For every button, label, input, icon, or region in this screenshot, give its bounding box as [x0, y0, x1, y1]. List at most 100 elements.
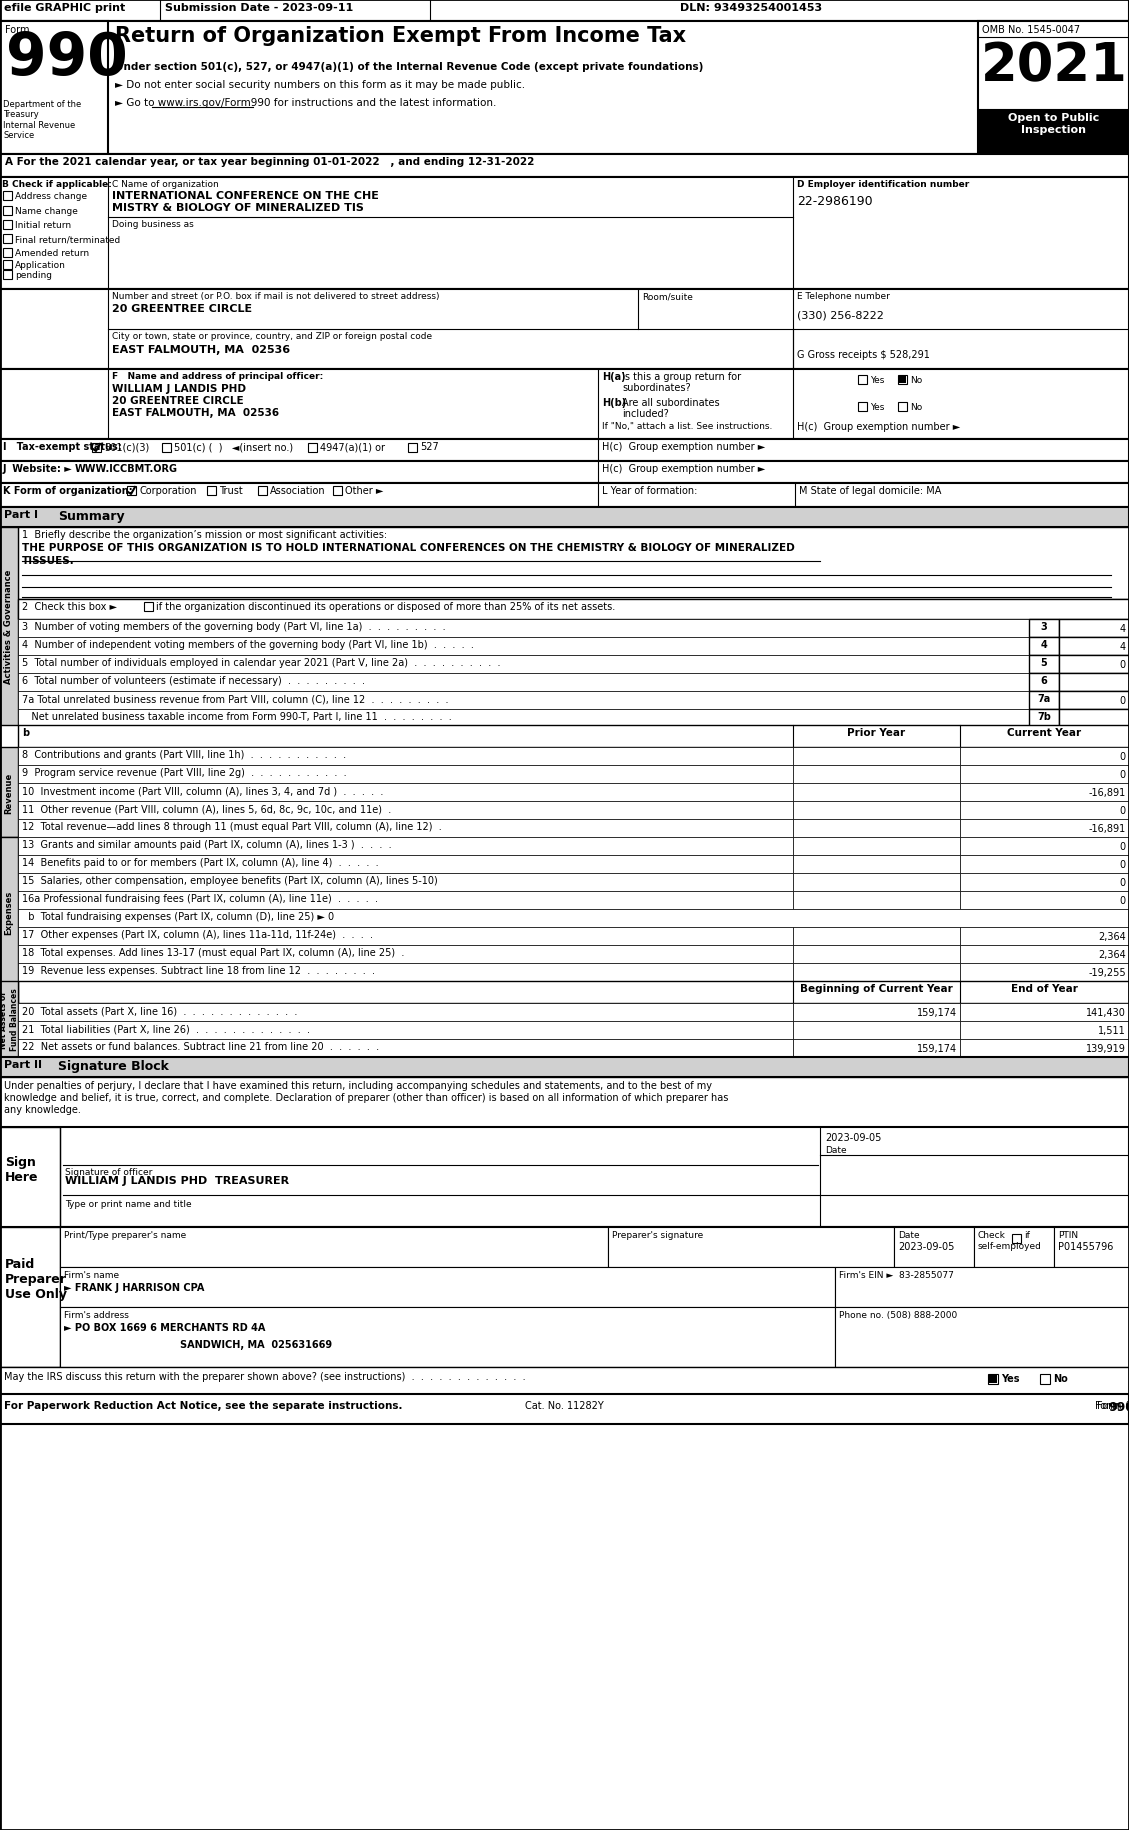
Text: efile GRAPHIC print: efile GRAPHIC print: [5, 4, 125, 13]
Text: 4: 4: [1120, 624, 1126, 633]
Bar: [145, 602, 154, 611]
Text: Is this a group return for: Is this a group return for: [622, 371, 741, 382]
Text: Other ►: Other ►: [345, 485, 384, 496]
Text: I   Tax-exempt status:: I Tax-exempt status:: [3, 441, 122, 452]
Text: F   Name and address of principal officer:: F Name and address of principal officer:: [112, 371, 323, 381]
Bar: [988, 1374, 998, 1383]
Bar: [858, 403, 867, 412]
Bar: [1029, 637, 1059, 655]
Bar: [960, 802, 1129, 820]
Text: 2023-09-05: 2023-09-05: [898, 1241, 954, 1252]
Bar: [207, 487, 216, 496]
Bar: [960, 748, 1129, 765]
Text: THE PURPOSE OF THIS ORGANIZATION IS TO HOLD INTERNATIONAL CONFERENCES ON THE CHE: THE PURPOSE OF THIS ORGANIZATION IS TO H…: [21, 544, 795, 553]
Text: 20 GREENTREE CIRCLE: 20 GREENTREE CIRCLE: [112, 395, 244, 406]
Bar: [960, 856, 1129, 873]
Text: ► PO BOX 1669 6 MERCHANTS RD 4A: ► PO BOX 1669 6 MERCHANTS RD 4A: [64, 1323, 265, 1332]
Bar: [18, 727, 1129, 748]
Text: B Check if applicable:: B Check if applicable:: [2, 179, 112, 188]
Text: Under section 501(c), 527, or 4947(a)(1) of the Internal Revenue Code (except pr: Under section 501(c), 527, or 4947(a)(1)…: [115, 62, 703, 71]
Bar: [0, 1228, 60, 1367]
Bar: [894, 1228, 974, 1268]
Bar: [18, 873, 793, 891]
Bar: [793, 765, 960, 783]
Bar: [1029, 673, 1059, 692]
Text: E Telephone number: E Telephone number: [797, 291, 890, 300]
Bar: [18, 637, 1029, 655]
Text: 2,364: 2,364: [1099, 950, 1126, 959]
Text: 6  Total number of volunteers (estimate if necessary)  .  .  .  .  .  .  .  .  .: 6 Total number of volunteers (estimate i…: [21, 675, 365, 686]
Text: Amended return: Amended return: [15, 249, 89, 258]
Text: H(c)  Group exemption number ►: H(c) Group exemption number ►: [602, 463, 765, 474]
Text: 3: 3: [1041, 622, 1048, 631]
Bar: [1029, 620, 1059, 637]
Bar: [960, 783, 1129, 802]
Bar: [1059, 692, 1129, 710]
Text: 3  Number of voting members of the governing body (Part VI, line 1a)  .  .  .  .: 3 Number of voting members of the govern…: [21, 622, 446, 631]
Text: L Year of formation:: L Year of formation:: [602, 485, 698, 496]
Text: D Employer identification number: D Employer identification number: [797, 179, 970, 188]
Text: EAST FALMOUTH, MA  02536: EAST FALMOUTH, MA 02536: [112, 408, 279, 417]
Bar: [960, 963, 1129, 981]
Bar: [793, 838, 960, 856]
Text: 0: 0: [1120, 752, 1126, 761]
Text: No: No: [1053, 1372, 1068, 1383]
Bar: [0, 981, 18, 1058]
Text: H(c)  Group exemption number ►: H(c) Group exemption number ►: [797, 421, 961, 432]
Text: 2  Check this box ►: 2 Check this box ►: [21, 602, 117, 611]
Bar: [259, 487, 266, 496]
Bar: [960, 820, 1129, 838]
Bar: [793, 802, 960, 820]
Text: -16,891: -16,891: [1088, 787, 1126, 798]
Text: 6: 6: [1041, 675, 1048, 686]
Text: 527: 527: [420, 441, 439, 452]
Text: Application: Application: [15, 262, 65, 269]
Text: Doing business as: Doing business as: [112, 220, 194, 229]
Bar: [18, 838, 793, 856]
Bar: [18, 692, 1029, 710]
Text: 17  Other expenses (Part IX, column (A), lines 11a-11d, 11f-24e)  .  .  .  .: 17 Other expenses (Part IX, column (A), …: [21, 930, 373, 939]
Text: No: No: [910, 375, 922, 384]
Text: -16,891: -16,891: [1088, 824, 1126, 833]
Text: Are all subordinates: Are all subordinates: [622, 397, 719, 408]
Bar: [1040, 1374, 1050, 1383]
Text: K Form of organization:: K Form of organization:: [3, 485, 132, 496]
Text: Cat. No. 11282Y: Cat. No. 11282Y: [525, 1400, 603, 1411]
Text: WWW.ICCBMT.ORG: WWW.ICCBMT.ORG: [75, 463, 178, 474]
Text: 4: 4: [1120, 642, 1126, 651]
Text: 0: 0: [1120, 895, 1126, 906]
Bar: [978, 22, 1129, 156]
Bar: [960, 1021, 1129, 1039]
Text: Signature of officer: Signature of officer: [65, 1168, 152, 1177]
Text: 0: 0: [1120, 805, 1126, 816]
Bar: [60, 1228, 609, 1268]
Text: 139,919: 139,919: [1086, 1043, 1126, 1054]
Text: 7b: 7b: [1038, 712, 1051, 721]
Text: SANDWICH, MA  025631669: SANDWICH, MA 025631669: [180, 1340, 332, 1349]
Text: if the organization discontinued its operations or disposed of more than 25% of : if the organization discontinued its ope…: [156, 602, 615, 611]
Text: WILLIAM J LANDIS PHD  TREASURER: WILLIAM J LANDIS PHD TREASURER: [65, 1175, 289, 1186]
Text: Check: Check: [978, 1230, 1006, 1239]
Text: ► FRANK J HARRISON CPA: ► FRANK J HARRISON CPA: [64, 1283, 204, 1292]
Text: 12  Total revenue—add lines 8 through 11 (must equal Part VIII, column (A), line: 12 Total revenue—add lines 8 through 11 …: [21, 822, 441, 831]
Text: Paid
Preparer
Use Only: Paid Preparer Use Only: [5, 1257, 67, 1301]
Bar: [3, 234, 12, 243]
Text: INTERNATIONAL CONFERENCE ON THE CHE: INTERNATIONAL CONFERENCE ON THE CHE: [112, 190, 379, 201]
Text: For Paperwork Reduction Act Notice, see the separate instructions.: For Paperwork Reduction Act Notice, see …: [5, 1400, 403, 1411]
Text: Number and street (or P.O. box if mail is not delivered to street address): Number and street (or P.O. box if mail i…: [112, 291, 439, 300]
Text: Trust: Trust: [219, 485, 243, 496]
Bar: [793, 1003, 960, 1021]
Text: 15  Salaries, other compensation, employee benefits (Part IX, column (A), lines : 15 Salaries, other compensation, employe…: [21, 875, 438, 886]
Bar: [18, 946, 793, 963]
Bar: [1029, 710, 1059, 728]
Bar: [960, 891, 1129, 910]
Text: 501(c) (  )   ◄(insert no.): 501(c) ( ) ◄(insert no.): [174, 441, 294, 452]
Text: 1,511: 1,511: [1099, 1025, 1126, 1036]
Text: self-employed: self-employed: [978, 1241, 1042, 1250]
Bar: [793, 856, 960, 873]
Text: 9  Program service revenue (Part VIII, line 2g)  .  .  .  .  .  .  .  .  .  .  .: 9 Program service revenue (Part VIII, li…: [21, 767, 347, 778]
Bar: [3, 207, 12, 216]
Bar: [1059, 655, 1129, 673]
Bar: [60, 1268, 835, 1307]
Bar: [1029, 692, 1059, 710]
